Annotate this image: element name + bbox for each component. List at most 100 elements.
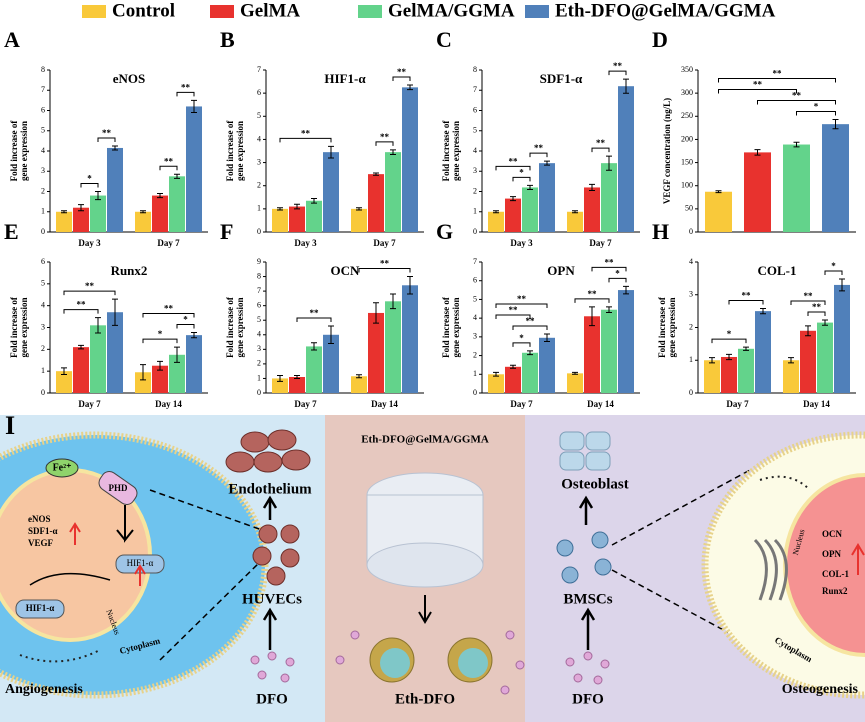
bar [539, 337, 555, 393]
y-tick-label: 4 [257, 134, 261, 143]
significance-bracket [718, 89, 797, 94]
bar [488, 374, 504, 393]
error-bar [277, 375, 283, 382]
error-bar [390, 293, 396, 310]
error-bar [78, 344, 84, 350]
error-bar [589, 183, 595, 191]
label: Eth-DFO@GelMA/GGMA [361, 434, 489, 446]
hydrogel [366, 542, 484, 588]
y-tick-label: 3 [473, 332, 477, 341]
bar [135, 372, 151, 393]
bar [169, 354, 185, 393]
legend-swatch [210, 5, 234, 18]
y-tick-label: 1 [473, 369, 477, 378]
label: BMSCs [563, 591, 612, 607]
bar [783, 360, 799, 393]
significance-bracket [142, 313, 195, 318]
bar [107, 312, 123, 393]
significance-label: * [519, 167, 524, 177]
y-tick-label: 5 [473, 126, 477, 135]
y-tick-label: 1 [473, 207, 477, 216]
bar [368, 174, 384, 232]
significance-bracket [97, 137, 116, 142]
y-tick-label: 4 [473, 146, 477, 155]
bar [618, 290, 634, 393]
error-bar [140, 364, 146, 381]
bar [539, 163, 555, 232]
error-bar [112, 145, 118, 151]
bar [783, 144, 810, 232]
significance-bracket [495, 303, 548, 309]
label: Fe²⁺ [53, 462, 72, 473]
panel-letter: D [652, 27, 668, 52]
significance-bracket [142, 338, 178, 344]
x-tick-label: Day 14 [587, 399, 614, 409]
bar [289, 376, 305, 393]
bar [522, 352, 538, 393]
arrow [418, 595, 432, 624]
significance-bracket [711, 338, 747, 344]
gene: eNOS [28, 514, 51, 524]
error-bar [328, 325, 334, 345]
y-axis-label: Fold increase of [225, 120, 235, 182]
significance-bracket [296, 317, 332, 323]
y-tick-label: 250 [681, 111, 693, 120]
panel-letter: F [220, 219, 233, 244]
error-bar [174, 346, 180, 363]
significance-label: ** [773, 69, 783, 79]
error-bar [157, 193, 163, 199]
y-tick-label: 4 [41, 146, 45, 155]
label: Eth-DFO [395, 691, 455, 707]
significance-label: * [519, 333, 524, 343]
label: PHD [109, 483, 128, 493]
fe-shape [45, 458, 79, 478]
y-axis-label: Fold increase of [9, 296, 19, 358]
y-tick-label: 3 [41, 166, 45, 175]
y-tick-label: 4 [473, 313, 477, 322]
error-bar [407, 84, 413, 91]
x-tick-label: Day 7 [157, 238, 180, 248]
panel-letter: G [436, 219, 453, 244]
significance-label: * [87, 174, 92, 184]
vesicle [458, 648, 488, 678]
bar [755, 311, 771, 393]
significance-bracket [512, 325, 548, 331]
significance-label: * [831, 261, 836, 271]
error-bar [793, 141, 800, 148]
error-bar [294, 203, 300, 210]
gene: OCN [822, 529, 843, 539]
mrna [19, 649, 101, 663]
endothelium-icon [225, 429, 311, 473]
error-bar [356, 207, 362, 211]
gene: COL-1 [822, 569, 850, 579]
legend-label: Eth-DFO@GelMA/GGMA [555, 0, 776, 21]
error-bar [95, 317, 101, 334]
bar [272, 378, 288, 393]
legend-swatch [358, 5, 382, 18]
bar [385, 152, 401, 232]
y-axis-label: gene expression [19, 121, 29, 181]
bar [186, 335, 202, 393]
bar [306, 346, 322, 393]
error-bar [760, 308, 766, 315]
significance-bracket [176, 91, 195, 97]
error-bar [61, 367, 67, 375]
bar [800, 330, 816, 393]
error-bar [390, 149, 396, 155]
significance-label: ** [509, 305, 519, 315]
caption: Osteogenesis [782, 682, 859, 697]
error-bar [328, 145, 334, 159]
y-axis-label: gene expression [235, 297, 245, 357]
y-tick-label: 5 [473, 294, 477, 303]
significance-label: ** [534, 143, 544, 153]
y-tick-label: 1 [41, 366, 45, 375]
significance-bracket [807, 311, 826, 316]
bar [56, 371, 72, 393]
significance-bracket [63, 309, 99, 314]
error-bar [157, 360, 163, 371]
bar [90, 195, 106, 232]
error-bar [606, 155, 612, 171]
significance-bracket [159, 165, 178, 171]
gene: Runx2 [822, 586, 848, 596]
bar [721, 356, 737, 393]
